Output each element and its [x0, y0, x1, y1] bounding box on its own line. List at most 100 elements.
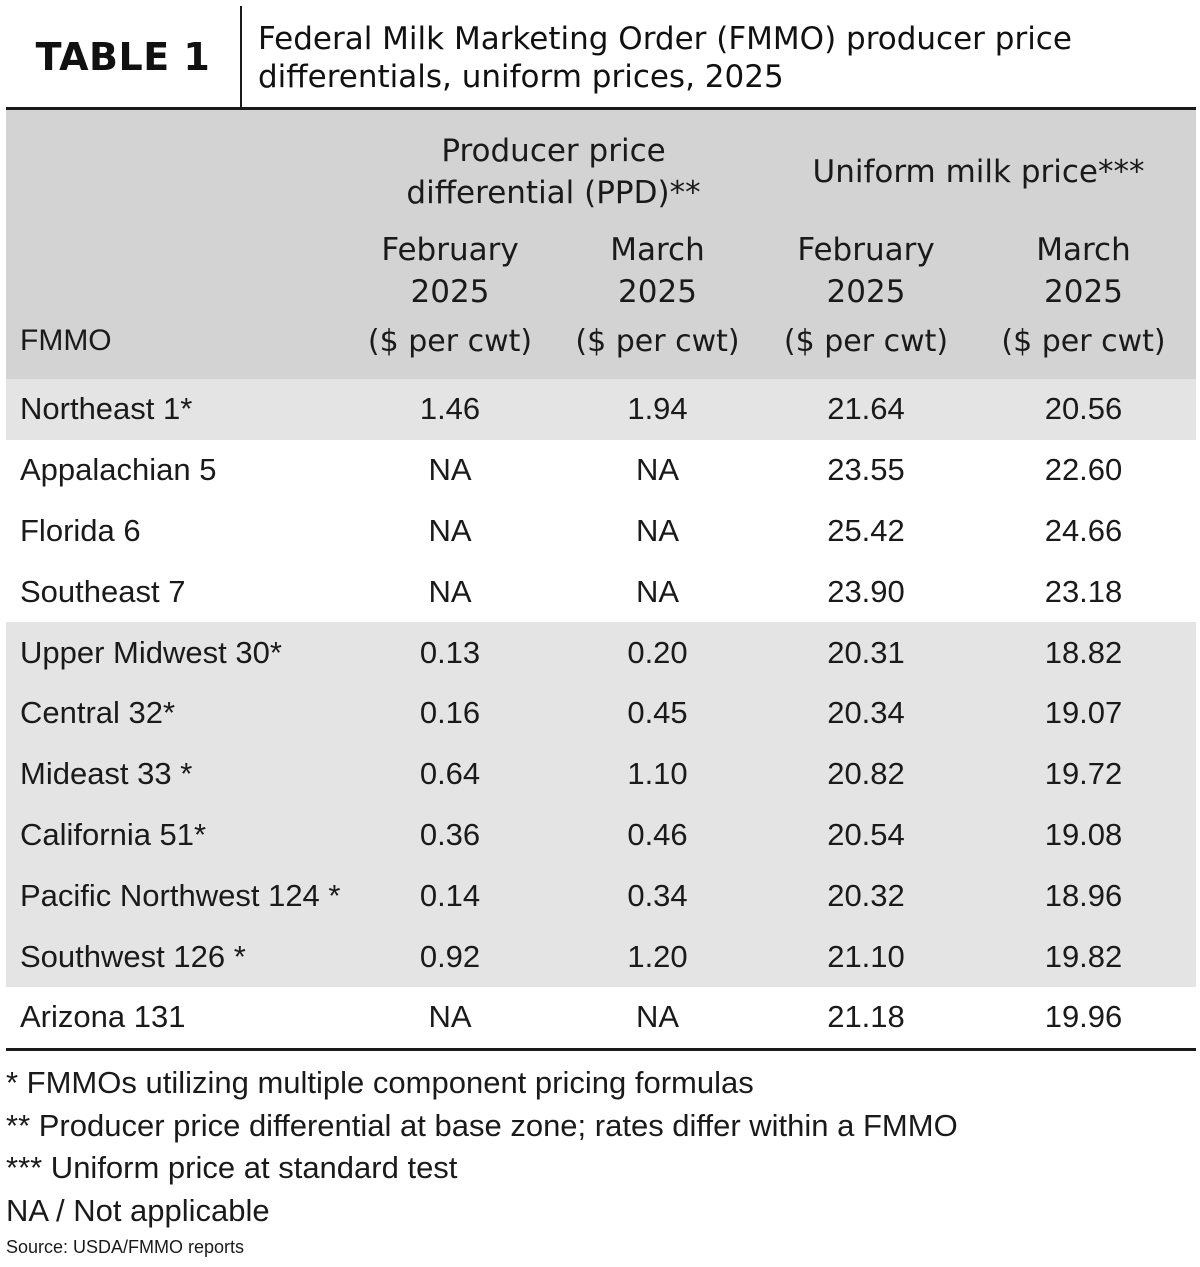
uniform-march-value: 19.07: [971, 682, 1196, 744]
table-row: Florida 6 NA NA 25.42 24.66: [6, 500, 1196, 562]
ppd-february-value: NA: [346, 500, 554, 562]
ppd-february-value: NA: [346, 439, 554, 501]
header-uniform-march: March 2025: [971, 229, 1196, 316]
uniform-march-value: 18.82: [971, 622, 1196, 683]
table-row: California 51* 0.36 0.46 20.54 19.08: [6, 804, 1196, 866]
fmmo-name: Southwest 126 *: [6, 926, 346, 987]
fmmo-price-table: Producer price differential (PPD)** Unif…: [6, 110, 1196, 1051]
header-unit: ($ per cwt): [761, 316, 971, 379]
uniform-march-value: 19.72: [971, 743, 1196, 805]
header-fmmo: FMMO: [6, 316, 346, 379]
ppd-march-value: NA: [554, 561, 761, 623]
uniform-february-value: 25.42: [761, 500, 971, 562]
header-year: 2025: [410, 274, 490, 310]
header-month: February: [797, 232, 935, 268]
fmmo-name: Central 32*: [6, 682, 346, 744]
ppd-february-value: 0.14: [346, 865, 554, 927]
uniform-february-value: 23.55: [761, 439, 971, 501]
uniform-march-value: 22.60: [971, 439, 1196, 501]
uniform-february-value: 23.90: [761, 561, 971, 623]
header-month: February: [381, 232, 519, 268]
ppd-february-value: NA: [346, 986, 554, 1051]
uniform-february-value: 21.10: [761, 926, 971, 987]
fmmo-name: Mideast 33 *: [6, 743, 346, 805]
uniform-february-value: 21.18: [761, 986, 971, 1051]
fmmo-name: Appalachian 5: [6, 439, 346, 501]
table-row: Pacific Northwest 124 * 0.14 0.34 20.32 …: [6, 865, 1196, 927]
table-row: Northeast 1* 1.46 1.94 21.64 20.56: [6, 379, 1196, 440]
header-ppd-march: March 2025: [554, 229, 761, 316]
ppd-march-value: 0.46: [554, 804, 761, 866]
ppd-march-value: 0.45: [554, 682, 761, 744]
uniform-february-value: 20.34: [761, 682, 971, 744]
ppd-february-value: 1.46: [346, 379, 554, 440]
uniform-march-value: 19.08: [971, 804, 1196, 866]
ppd-march-value: 1.94: [554, 379, 761, 440]
header-year: 2025: [618, 274, 697, 310]
fmmo-name: Northeast 1*: [6, 379, 346, 440]
uniform-march-value: 18.96: [971, 865, 1196, 927]
table-title: Federal Milk Marketing Order (FMMO) prod…: [242, 6, 1196, 107]
ppd-march-value: NA: [554, 439, 761, 501]
uniform-march-value: 20.56: [971, 379, 1196, 440]
fmmo-name: Upper Midwest 30*: [6, 622, 346, 683]
header-year: 2025: [826, 274, 906, 310]
footnote: NA / Not applicable: [6, 1192, 270, 1228]
uniform-february-value: 20.31: [761, 622, 971, 683]
uniform-february-value: 20.82: [761, 743, 971, 805]
table-number-label: TABLE 1: [6, 6, 242, 107]
header-period-row: February 2025 March 2025 February 2025 M…: [6, 229, 1196, 316]
header-group-uniform: Uniform milk price***: [761, 110, 1196, 229]
table-row: Upper Midwest 30* 0.13 0.20 20.31 18.82: [6, 622, 1196, 683]
header-month: March: [1036, 232, 1131, 268]
ppd-february-value: 0.16: [346, 682, 554, 744]
uniform-march-value: 19.96: [971, 986, 1196, 1051]
header-ppd-february: February 2025: [346, 229, 554, 316]
table-title-line-1: Federal Milk Marketing Order (FMMO) prod…: [258, 21, 1072, 57]
ppd-march-value: 1.20: [554, 926, 761, 987]
ppd-february-value: 0.13: [346, 622, 554, 683]
uniform-february-value: 20.32: [761, 865, 971, 927]
table-row: Central 32* 0.16 0.45 20.34 19.07: [6, 682, 1196, 744]
ppd-march-value: 1.10: [554, 743, 761, 805]
footnote: ** Producer price differential at base z…: [6, 1107, 958, 1143]
uniform-march-value: 24.66: [971, 500, 1196, 562]
source-note: Source: USDA/FMMO reports: [6, 1237, 245, 1257]
header-unit: ($ per cwt): [554, 316, 761, 379]
ppd-february-value: 0.36: [346, 804, 554, 866]
ppd-february-value: NA: [346, 561, 554, 623]
table-footnotes: * FMMOs utilizing multiple component pri…: [6, 1062, 1196, 1262]
header-uniform-february: February 2025: [761, 229, 971, 316]
table-row: Appalachian 5 NA NA 23.55 22.60: [6, 439, 1196, 501]
header-group-ppd-line-2: differential (PPD)**: [406, 175, 701, 211]
uniform-march-value: 19.82: [971, 926, 1196, 987]
ppd-march-value: NA: [554, 986, 761, 1051]
ppd-march-value: 0.20: [554, 622, 761, 683]
uniform-february-value: 21.64: [761, 379, 971, 440]
header-group-row: Producer price differential (PPD)** Unif…: [6, 110, 1196, 229]
header-unit-row: FMMO ($ per cwt) ($ per cwt) ($ per cwt)…: [6, 316, 1196, 379]
fmmo-name: Southeast 7: [6, 561, 346, 623]
fmmo-name: Pacific Northwest 124 *: [6, 865, 346, 927]
header-group-ppd: Producer price differential (PPD)**: [346, 110, 761, 229]
ppd-march-value: 0.34: [554, 865, 761, 927]
footnote: *** Uniform price at standard test: [6, 1150, 458, 1185]
header-blank-cell: [6, 110, 346, 229]
table-title-block: TABLE 1 Federal Milk Marketing Order (FM…: [6, 6, 1196, 110]
uniform-march-value: 23.18: [971, 561, 1196, 623]
ppd-february-value: 0.92: [346, 926, 554, 987]
ppd-february-value: 0.64: [346, 743, 554, 805]
table-row: Arizona 131 NA NA 21.18 19.96: [6, 986, 1196, 1051]
fmmo-name: Florida 6: [6, 500, 346, 562]
table-row: Southeast 7 NA NA 23.90 23.18: [6, 561, 1196, 623]
header-unit: ($ per cwt): [346, 316, 554, 379]
table-row: Mideast 33 * 0.64 1.10 20.82 19.72: [6, 743, 1196, 805]
header-month: March: [610, 232, 705, 268]
header-blank-cell: [6, 229, 346, 316]
fmmo-name: California 51*: [6, 804, 346, 866]
footnote: * FMMOs utilizing multiple component pri…: [6, 1065, 754, 1100]
fmmo-name: Arizona 131: [6, 986, 346, 1051]
header-group-ppd-line-1: Producer price: [441, 133, 666, 169]
table-row: Southwest 126 * 0.92 1.20 21.10 19.82: [6, 926, 1196, 987]
table-title-line-2: differentials, uniform prices, 2025: [258, 59, 784, 95]
